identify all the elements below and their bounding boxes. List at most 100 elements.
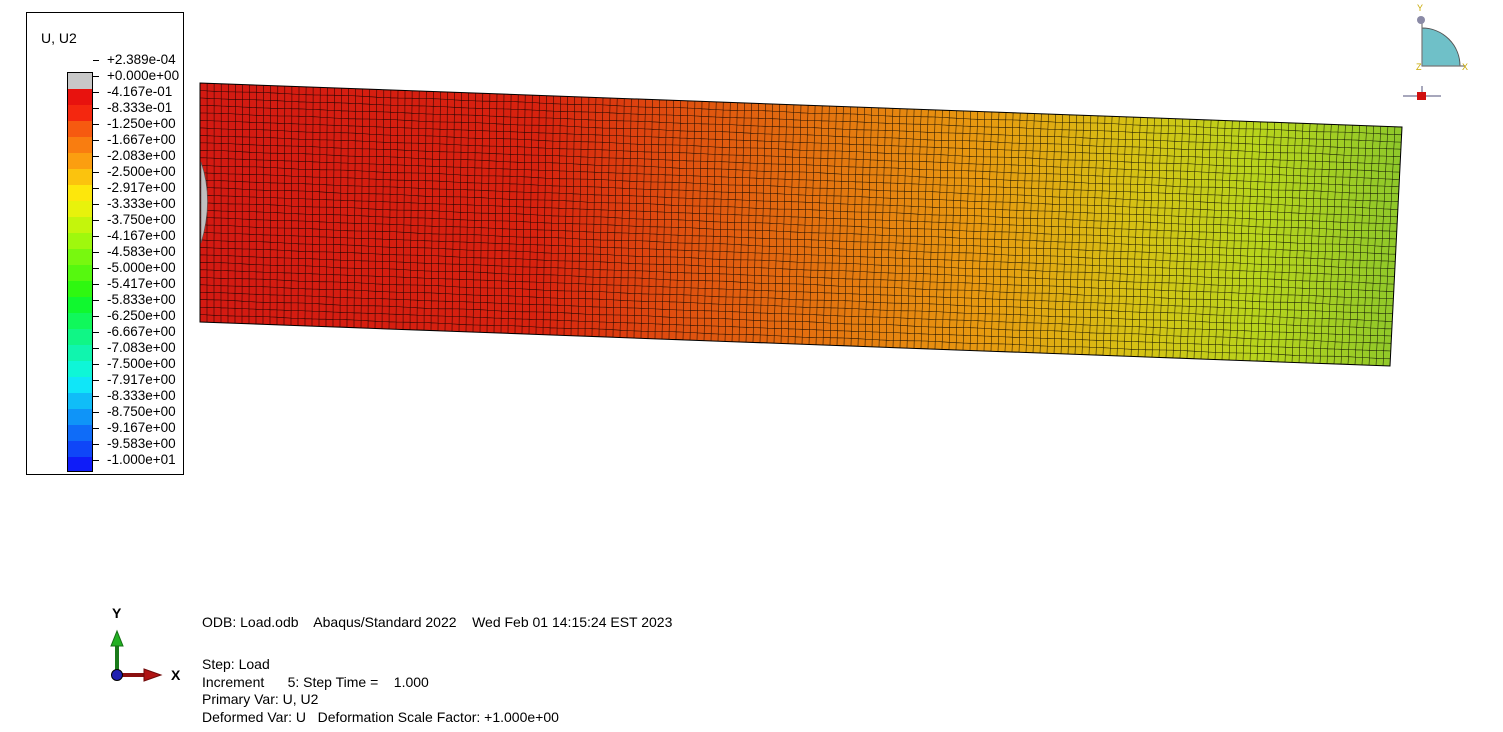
fixed-region (200, 161, 208, 244)
legend-tick (93, 268, 99, 269)
legend-tick (93, 396, 99, 397)
legend-value-label: -9.583e+00 (107, 436, 176, 451)
legend-tick (93, 300, 99, 301)
legend-value-label: -5.833e+00 (107, 292, 176, 307)
legend-tick (93, 172, 99, 173)
y-axis-arrow-icon (110, 629, 124, 647)
legend-value-label: -7.917e+00 (107, 372, 176, 387)
legend-value-label: -7.083e+00 (107, 340, 176, 355)
odb-info-line: ODB: Load.odb Abaqus/Standard 2022 Wed F… (202, 614, 673, 630)
legend-swatch (68, 137, 92, 154)
legend-value-label: -7.500e+00 (107, 356, 176, 371)
legend-value-label: -5.000e+00 (107, 260, 176, 275)
legend-swatch (68, 185, 92, 202)
legend-value-label: -2.917e+00 (107, 180, 176, 195)
legend-value-label: -1.667e+00 (107, 132, 176, 147)
legend-tick (93, 332, 99, 333)
legend-swatch (68, 297, 92, 314)
legend-swatch (68, 121, 92, 138)
legend-color-bar (67, 72, 93, 472)
legend-swatch (68, 201, 92, 218)
legend-tick (93, 236, 99, 237)
legend-value-label: -9.167e+00 (107, 420, 176, 435)
legend-value-label: -4.167e+00 (107, 228, 176, 243)
legend-tick (93, 60, 99, 61)
legend-value-label: -8.333e+00 (107, 388, 176, 403)
legend-value-label: -8.750e+00 (107, 404, 176, 419)
legend-tick (93, 188, 99, 189)
legend-value-label: -4.167e-01 (107, 84, 173, 99)
legend-tick (93, 76, 99, 77)
legend-tick (93, 412, 99, 413)
legend-value-label: +2.389e-04 (107, 52, 176, 67)
legend-tick (93, 108, 99, 109)
legend-value-label: -8.333e-01 (107, 100, 173, 115)
legend-tick (93, 204, 99, 205)
legend-value-label: -6.250e+00 (107, 308, 176, 323)
legend-swatch (68, 329, 92, 346)
legend-value-label: -1.000e+01 (107, 452, 176, 467)
legend-value-label: -3.750e+00 (107, 212, 176, 227)
legend-tick (93, 252, 99, 253)
contour-legend: U, U2 +2.389e-04 +0.000e+00 -4.167e-01 -8.3… (26, 12, 184, 475)
triad-small-z-label: Z (1416, 62, 1422, 72)
legend-swatch (68, 313, 92, 330)
step-info-line: Step: Load (202, 656, 270, 672)
legend-swatch (68, 169, 92, 186)
legend-value-label: -3.333e+00 (107, 196, 176, 211)
legend-tick (93, 316, 99, 317)
triad-small-y-label: Y (1417, 3, 1423, 13)
legend-tick (93, 140, 99, 141)
legend-swatch (68, 393, 92, 410)
increment-info-line: Increment 5: Step Time = 1.000 (202, 674, 429, 690)
legend-tick (93, 348, 99, 349)
legend-value-label: -2.500e+00 (107, 164, 176, 179)
triad-y-axis-end (1417, 16, 1425, 24)
deformed-var-info-line: Deformed Var: U Deformation Scale Factor… (202, 709, 559, 725)
legend-swatch (68, 73, 92, 90)
legend-value-label: -1.250e+00 (107, 116, 176, 131)
legend-value-label: -6.667e+00 (107, 324, 176, 339)
triad-x-label: X (171, 667, 181, 683)
legend-swatch (68, 281, 92, 298)
legend-swatch (68, 89, 92, 106)
x-axis-arrow-icon (143, 668, 163, 682)
legend-swatch (68, 249, 92, 266)
legend-swatch (68, 217, 92, 234)
legend-swatch (68, 105, 92, 122)
legend-swatch (68, 441, 92, 458)
legend-tick (93, 380, 99, 381)
coordinate-triad: Y X (110, 605, 181, 683)
legend-swatch (68, 361, 92, 378)
legend-tick (93, 428, 99, 429)
element-mesh (200, 83, 1402, 366)
legend-swatch (68, 457, 92, 471)
legend-tick (93, 124, 99, 125)
z-axis-dot-icon (111, 669, 123, 681)
legend-swatch (68, 377, 92, 394)
legend-tick (93, 284, 99, 285)
legend-tick (93, 220, 99, 221)
legend-swatch (68, 233, 92, 250)
legend-value-label: +0.000e+00 (107, 68, 180, 83)
legend-swatch (68, 425, 92, 442)
legend-tick (93, 156, 99, 157)
legend-value-label: -5.417e+00 (107, 276, 176, 291)
triad-small-x-label: X (1462, 62, 1468, 72)
legend-tick (93, 444, 99, 445)
legend-swatch (68, 153, 92, 170)
mesh-lines (200, 83, 1402, 366)
primary-var-info-line: Primary Var: U, U2 (202, 691, 319, 707)
legend-tick (93, 92, 99, 93)
legend-value-label: -4.583e+00 (107, 244, 176, 259)
triad-y-label: Y (112, 605, 122, 621)
view-orientation-triad: Y X Z (1403, 3, 1468, 100)
legend-swatch (68, 265, 92, 282)
legend-tick (93, 460, 99, 461)
legend-tick (93, 364, 99, 365)
legend-title: U, U2 (41, 30, 77, 46)
origin-marker-icon (1417, 92, 1426, 100)
legend-value-label: -2.083e+00 (107, 148, 176, 163)
legend-swatch (68, 409, 92, 426)
